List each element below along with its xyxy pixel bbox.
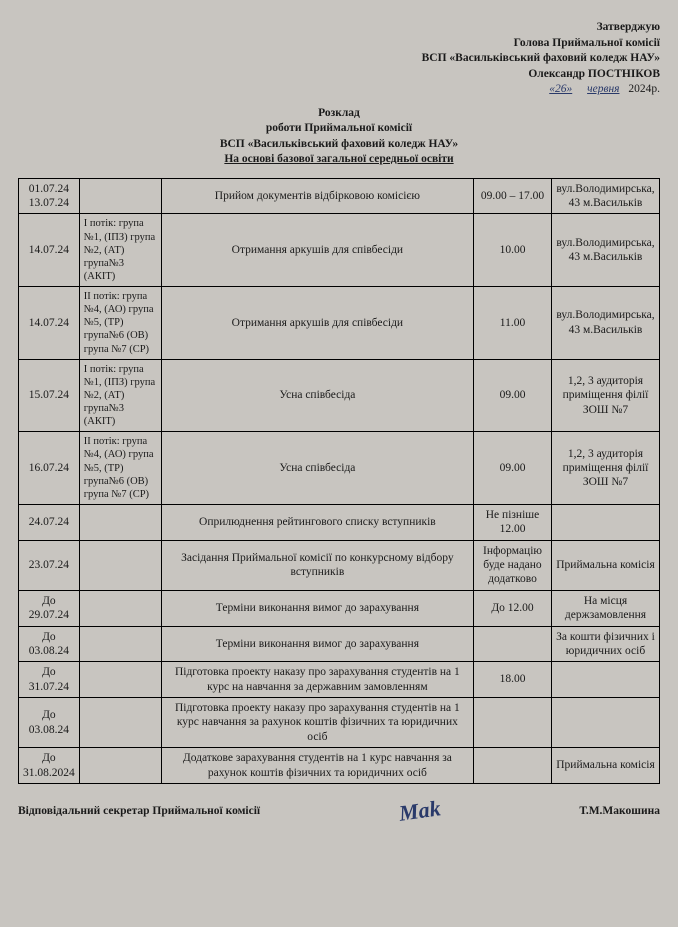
cell-event: Терміни виконання вимог до зарахування [161, 590, 473, 626]
approval-line1: Затверджую [18, 20, 660, 36]
document-header: Розклад роботи Приймальної комісії ВСП «… [18, 106, 660, 168]
cell-groups: І потік: група №1, (ІПЗ) група №2, (АТ) … [79, 214, 161, 287]
cell-time: 09.00 – 17.00 [474, 178, 552, 214]
cell-groups [79, 748, 161, 784]
signature: Мak [397, 795, 442, 827]
cell-event: Підготовка проекту наказу про зарахуванн… [161, 662, 473, 698]
approval-date: «26» червня 2024р. [18, 82, 660, 98]
cell-groups: ІІ потік: група №4, (АО) група №5, (ТР) … [79, 432, 161, 505]
cell-event: Отримання аркушів для співбесіди [161, 287, 473, 360]
cell-date: До 31.07.24 [19, 662, 80, 698]
cell-time: 18.00 [474, 662, 552, 698]
cell-event: Засідання Приймальної комісії по конкурс… [161, 540, 473, 590]
table-row: До 03.08.24 Підготовка проекту наказу про… [19, 698, 660, 748]
cell-date: 24.07.24 [19, 504, 80, 540]
cell-event: Терміни виконання вимог до зарахування [161, 626, 473, 662]
header-line1: Розклад [18, 106, 660, 122]
table-row: До 31.08.2024 Додаткове зарахування студе… [19, 748, 660, 784]
cell-date: 01.07.24 13.07.24 [19, 178, 80, 214]
cell-place: 1,2, 3 аудиторія приміщення філії ЗОШ №7 [552, 432, 660, 505]
table-row: 23.07.24 Засідання Приймальної комісії по… [19, 540, 660, 590]
table-row: 15.07.24І потік: група №1, (ІПЗ) група №… [19, 359, 660, 432]
cell-time: До 12.00 [474, 590, 552, 626]
table-row: 14.07.24ІІ потік: група №4, (АО) група №… [19, 287, 660, 360]
approval-line3: ВСП «Васильківський фаховий коледж НАУ» [18, 51, 660, 67]
cell-place: вул.Володимирська, 43 м.Васильків [552, 178, 660, 214]
cell-place [552, 698, 660, 748]
cell-place: 1,2, 3 аудиторія приміщення філії ЗОШ №7 [552, 359, 660, 432]
approval-block: Затверджую Голова Приймальної комісії ВС… [18, 20, 660, 98]
cell-time: 10.00 [474, 214, 552, 287]
table-row: 16.07.24ІІ потік: група №4, (АО) група №… [19, 432, 660, 505]
header-line4: На основі базової загальної середньої ос… [18, 152, 660, 168]
cell-date: 15.07.24 [19, 359, 80, 432]
approval-month: червня [581, 83, 625, 95]
cell-date: 23.07.24 [19, 540, 80, 590]
cell-event: Додаткове зарахування студентів на 1 кур… [161, 748, 473, 784]
cell-groups [79, 540, 161, 590]
cell-place: вул.Володимирська, 43 м.Васильків [552, 214, 660, 287]
approval-line2: Голова Приймальної комісії [18, 36, 660, 52]
cell-event: Усна співбесіда [161, 359, 473, 432]
table-row: До 29.07.24 Терміни виконання вимог до за… [19, 590, 660, 626]
cell-event: Підготовка проекту наказу про зарахуванн… [161, 698, 473, 748]
cell-place: На місця держзамовлення [552, 590, 660, 626]
cell-groups: І потік: група №1, (ІПЗ) група №2, (АТ) … [79, 359, 161, 432]
cell-place [552, 504, 660, 540]
schedule-table: 01.07.24 13.07.24 Прийом документів відбі… [18, 178, 660, 784]
cell-place: вул.Володимирська, 43 м.Васильків [552, 287, 660, 360]
cell-time: Не пізніше 12.00 [474, 504, 552, 540]
cell-time: Інформацію буде надано додатково [474, 540, 552, 590]
approval-day: «26» [543, 83, 578, 95]
table-row: До 03.08.24 Терміни виконання вимог до за… [19, 626, 660, 662]
cell-date: До 03.08.24 [19, 626, 80, 662]
cell-groups [79, 698, 161, 748]
cell-time [474, 698, 552, 748]
footer: Відповідальний секретар Приймальної комі… [18, 798, 660, 824]
cell-time [474, 748, 552, 784]
cell-groups: ІІ потік: група №4, (АО) група №5, (ТР) … [79, 287, 161, 360]
cell-time [474, 626, 552, 662]
cell-place: Приймальна комісія [552, 748, 660, 784]
approval-year: 2024р. [628, 83, 660, 95]
cell-place: За кошти фізичних і юридичних осіб [552, 626, 660, 662]
cell-event: Прийом документів відбірковою комісією [161, 178, 473, 214]
cell-date: До 31.08.2024 [19, 748, 80, 784]
footer-left: Відповідальний секретар Приймальної комі… [18, 805, 260, 817]
table-row: 01.07.24 13.07.24 Прийом документів відбі… [19, 178, 660, 214]
cell-event: Оприлюднення рейтингового списку вступни… [161, 504, 473, 540]
cell-place: Приймальна комісія [552, 540, 660, 590]
cell-date: 14.07.24 [19, 214, 80, 287]
cell-date: 16.07.24 [19, 432, 80, 505]
header-line3: ВСП «Васильківський фаховий коледж НАУ» [18, 137, 660, 153]
cell-date: До 29.07.24 [19, 590, 80, 626]
cell-event: Отримання аркушів для співбесіди [161, 214, 473, 287]
cell-time: 11.00 [474, 287, 552, 360]
cell-time: 09.00 [474, 432, 552, 505]
footer-right: Т.М.Макошина [579, 805, 660, 817]
table-row: 24.07.24 Оприлюднення рейтингового списку… [19, 504, 660, 540]
approval-line4: Олександр ПОСТНІКОВ [18, 67, 660, 83]
cell-date: 14.07.24 [19, 287, 80, 360]
cell-time: 09.00 [474, 359, 552, 432]
cell-groups [79, 626, 161, 662]
table-row: 14.07.24І потік: група №1, (ІПЗ) група №… [19, 214, 660, 287]
cell-date: До 03.08.24 [19, 698, 80, 748]
cell-event: Усна співбесіда [161, 432, 473, 505]
cell-groups [79, 662, 161, 698]
cell-groups [79, 590, 161, 626]
header-line2: роботи Приймальної комісії [18, 121, 660, 137]
table-row: До 31.07.24 Підготовка проекту наказу про… [19, 662, 660, 698]
cell-groups [79, 504, 161, 540]
cell-place [552, 662, 660, 698]
cell-groups [79, 178, 161, 214]
